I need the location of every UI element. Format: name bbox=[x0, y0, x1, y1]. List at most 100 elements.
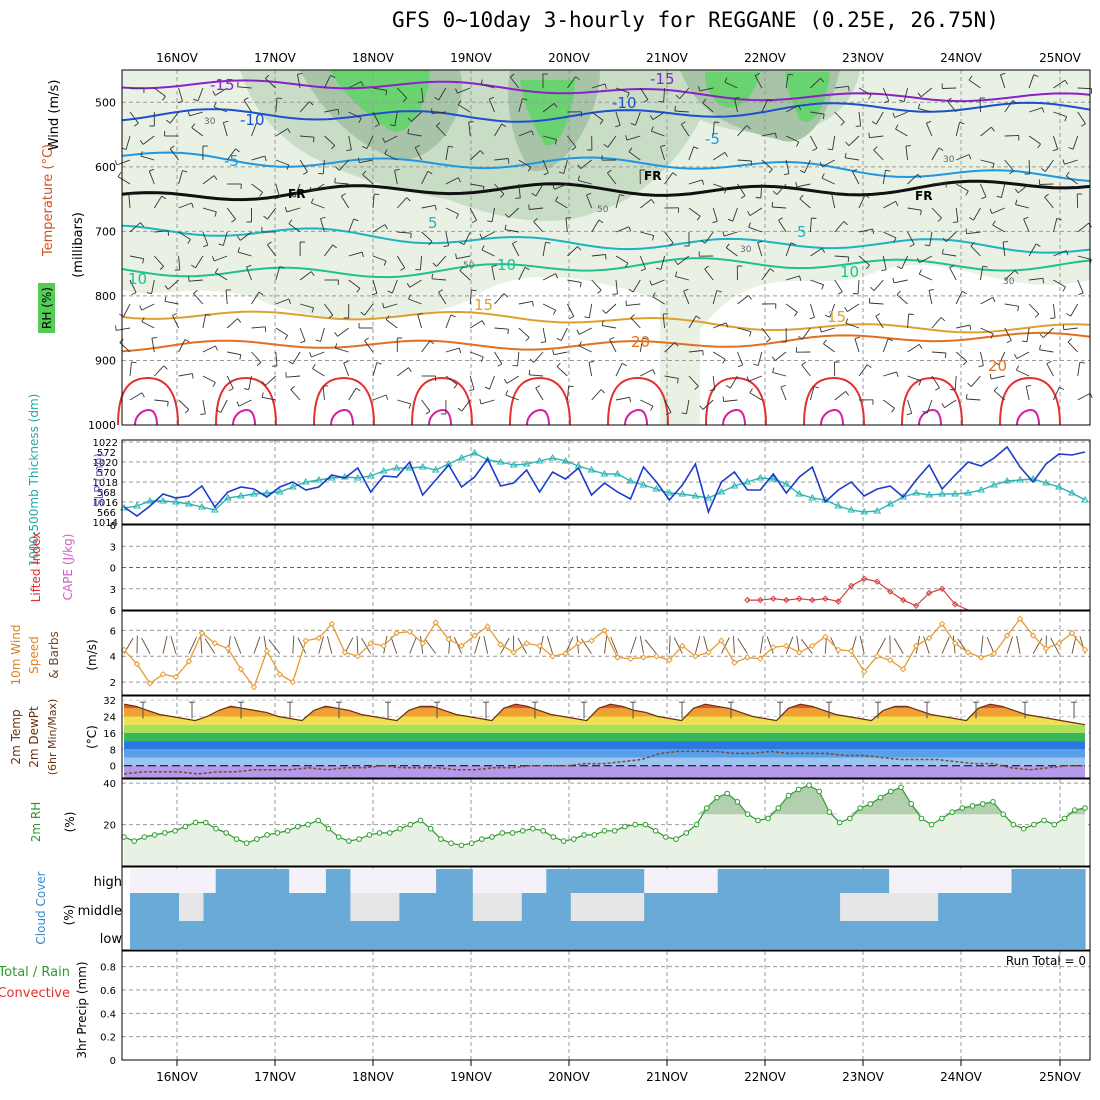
wind-barb bbox=[178, 373, 193, 377]
wind-barb-flag bbox=[184, 409, 190, 414]
wind-barb bbox=[292, 351, 301, 365]
wind-barb bbox=[567, 246, 578, 257]
thickness-point bbox=[457, 454, 466, 461]
wind-barb-flag bbox=[1050, 317, 1056, 319]
wind-barb bbox=[949, 267, 957, 281]
wind-barb bbox=[408, 298, 422, 305]
lifted-index-point bbox=[744, 596, 751, 604]
thickness-point bbox=[496, 458, 505, 465]
ylabel-slp: SLP (mb) bbox=[92, 453, 106, 507]
wind-barb bbox=[189, 111, 204, 117]
wind-barb-flag bbox=[696, 215, 701, 221]
wind-barb-flag bbox=[237, 247, 241, 253]
wind-barb bbox=[956, 154, 970, 161]
wind-barb bbox=[508, 207, 520, 218]
cloud-cell bbox=[179, 921, 192, 949]
wind-barb-flag bbox=[191, 123, 196, 128]
cloud-cell bbox=[240, 869, 253, 893]
wind-barb-flag bbox=[212, 90, 216, 96]
wind-barb-flag bbox=[457, 100, 462, 106]
cloud-cell bbox=[840, 921, 853, 949]
cloud-cell bbox=[1023, 869, 1037, 893]
wind10-barb bbox=[668, 635, 671, 654]
wind-barb-flag bbox=[479, 233, 483, 239]
wind-barb-flag bbox=[941, 403, 945, 408]
wind-barb bbox=[1004, 159, 1014, 172]
wind-barb-flag bbox=[642, 337, 648, 340]
pressure-tick: 900 bbox=[95, 354, 116, 367]
wind-barb-flag bbox=[1062, 159, 1065, 165]
wind-barb-flag bbox=[261, 392, 264, 398]
cloud-cell bbox=[999, 921, 1013, 949]
wind-barb bbox=[372, 279, 378, 294]
wind-barb-flag bbox=[992, 163, 995, 169]
lifted-index-point bbox=[873, 578, 881, 585]
thickness-point bbox=[431, 466, 440, 473]
cloud-cell bbox=[546, 893, 560, 921]
wind-barb bbox=[907, 375, 921, 382]
wind-barb bbox=[197, 87, 204, 102]
wind-barb bbox=[237, 251, 252, 257]
wind-barb-flag bbox=[376, 362, 382, 365]
wind-speed-point bbox=[860, 668, 868, 675]
lifted-index-point bbox=[822, 595, 829, 602]
wind-barb bbox=[151, 338, 155, 353]
wind-barb-flag bbox=[529, 358, 535, 363]
thickness-tick: 570 bbox=[97, 468, 116, 479]
wind-barb-flag bbox=[505, 390, 509, 396]
wind-barb-flag bbox=[382, 137, 386, 143]
wind-barb bbox=[288, 223, 301, 233]
wind-barb bbox=[699, 87, 714, 92]
wind10-barb bbox=[1050, 637, 1060, 654]
cloud-cell bbox=[460, 921, 474, 949]
wind-barb bbox=[334, 182, 349, 185]
wind-barb-flag bbox=[212, 256, 215, 262]
wind-barb bbox=[607, 135, 617, 148]
wind-barb-flag bbox=[1044, 193, 1049, 198]
wind-barb-flag bbox=[479, 398, 482, 405]
wind-barb bbox=[847, 303, 860, 312]
rh-contour-label: 50 bbox=[597, 205, 609, 215]
wind-barb-flag bbox=[501, 123, 507, 128]
cloud-cell bbox=[1011, 893, 1025, 921]
wind-barb-flag bbox=[288, 360, 293, 365]
rh-point bbox=[274, 830, 281, 836]
wind-barb bbox=[609, 339, 617, 353]
slp-tick: 1014 bbox=[93, 518, 118, 529]
wind-barb-flag bbox=[840, 121, 845, 126]
wind-barb bbox=[954, 375, 957, 391]
wind-barb bbox=[901, 255, 909, 269]
wind-barb bbox=[469, 320, 483, 329]
wind-barb bbox=[761, 99, 769, 113]
wind-barb bbox=[265, 78, 277, 89]
wind-barb bbox=[372, 111, 380, 125]
wind-barb-flag bbox=[400, 267, 405, 271]
thickness-point bbox=[847, 506, 856, 513]
cloud-cell bbox=[166, 893, 180, 921]
cloud-cell bbox=[570, 921, 584, 949]
wind-barb bbox=[639, 255, 646, 270]
wind10-barb bbox=[581, 638, 592, 654]
wind-barb bbox=[749, 392, 763, 401]
wind-barb-flag bbox=[584, 316, 590, 319]
thickness-point bbox=[535, 457, 544, 464]
rh-point bbox=[315, 817, 322, 824]
wind-barb-flag bbox=[1023, 216, 1029, 220]
wind-barb-flag bbox=[601, 320, 604, 326]
rh-point bbox=[254, 836, 260, 842]
wind-barb bbox=[857, 279, 860, 295]
wind-barb bbox=[1052, 218, 1058, 233]
isotherm-label: 10 bbox=[128, 270, 147, 288]
wind-barb-flag bbox=[1064, 79, 1069, 85]
cloud-cell bbox=[338, 893, 351, 921]
rh-area bbox=[124, 785, 1085, 866]
thickness-point bbox=[769, 475, 778, 482]
wind-barb bbox=[832, 135, 836, 150]
wind-barb-flag bbox=[963, 360, 968, 366]
wind-barb-flag bbox=[577, 164, 582, 169]
wind-barb bbox=[504, 229, 519, 233]
cloud-cell bbox=[399, 893, 413, 921]
wind-barb bbox=[737, 159, 752, 162]
wind-barb-flag bbox=[290, 194, 296, 198]
wind-barb-flag bbox=[996, 195, 1002, 199]
